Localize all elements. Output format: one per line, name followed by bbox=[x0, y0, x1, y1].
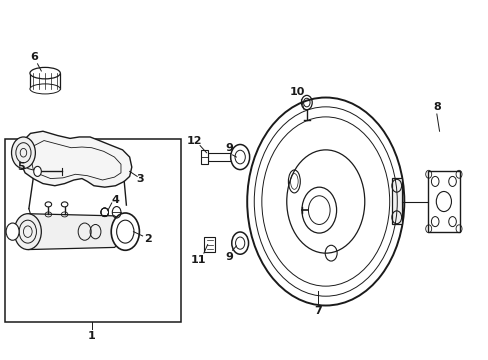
Circle shape bbox=[6, 223, 19, 240]
Text: 1: 1 bbox=[88, 331, 95, 341]
Text: 8: 8 bbox=[432, 102, 440, 112]
Circle shape bbox=[34, 166, 41, 176]
Circle shape bbox=[111, 213, 139, 250]
Bar bbox=[30, 73, 60, 89]
Ellipse shape bbox=[61, 202, 68, 207]
Text: 7: 7 bbox=[313, 306, 321, 315]
Ellipse shape bbox=[30, 67, 60, 79]
Circle shape bbox=[231, 232, 248, 254]
Bar bbox=[207, 153, 235, 161]
Polygon shape bbox=[427, 171, 459, 231]
Polygon shape bbox=[28, 214, 125, 249]
Ellipse shape bbox=[30, 84, 60, 94]
Text: 11: 11 bbox=[190, 255, 206, 265]
Text: 12: 12 bbox=[186, 136, 202, 145]
Text: 9: 9 bbox=[225, 252, 233, 262]
Circle shape bbox=[14, 214, 41, 249]
Bar bbox=[5, 139, 181, 322]
Circle shape bbox=[247, 98, 404, 306]
Ellipse shape bbox=[45, 202, 52, 207]
Text: 4: 4 bbox=[111, 195, 119, 205]
Polygon shape bbox=[204, 237, 215, 252]
Bar bbox=[391, 178, 401, 225]
Text: 5: 5 bbox=[18, 162, 25, 172]
Text: 2: 2 bbox=[144, 234, 152, 244]
Text: 3: 3 bbox=[136, 174, 144, 184]
Circle shape bbox=[230, 144, 249, 170]
Bar bbox=[201, 150, 207, 164]
Text: 9: 9 bbox=[225, 143, 233, 153]
Text: 10: 10 bbox=[289, 87, 305, 98]
Polygon shape bbox=[21, 131, 132, 187]
Text: 6: 6 bbox=[30, 51, 38, 62]
Circle shape bbox=[12, 137, 35, 168]
